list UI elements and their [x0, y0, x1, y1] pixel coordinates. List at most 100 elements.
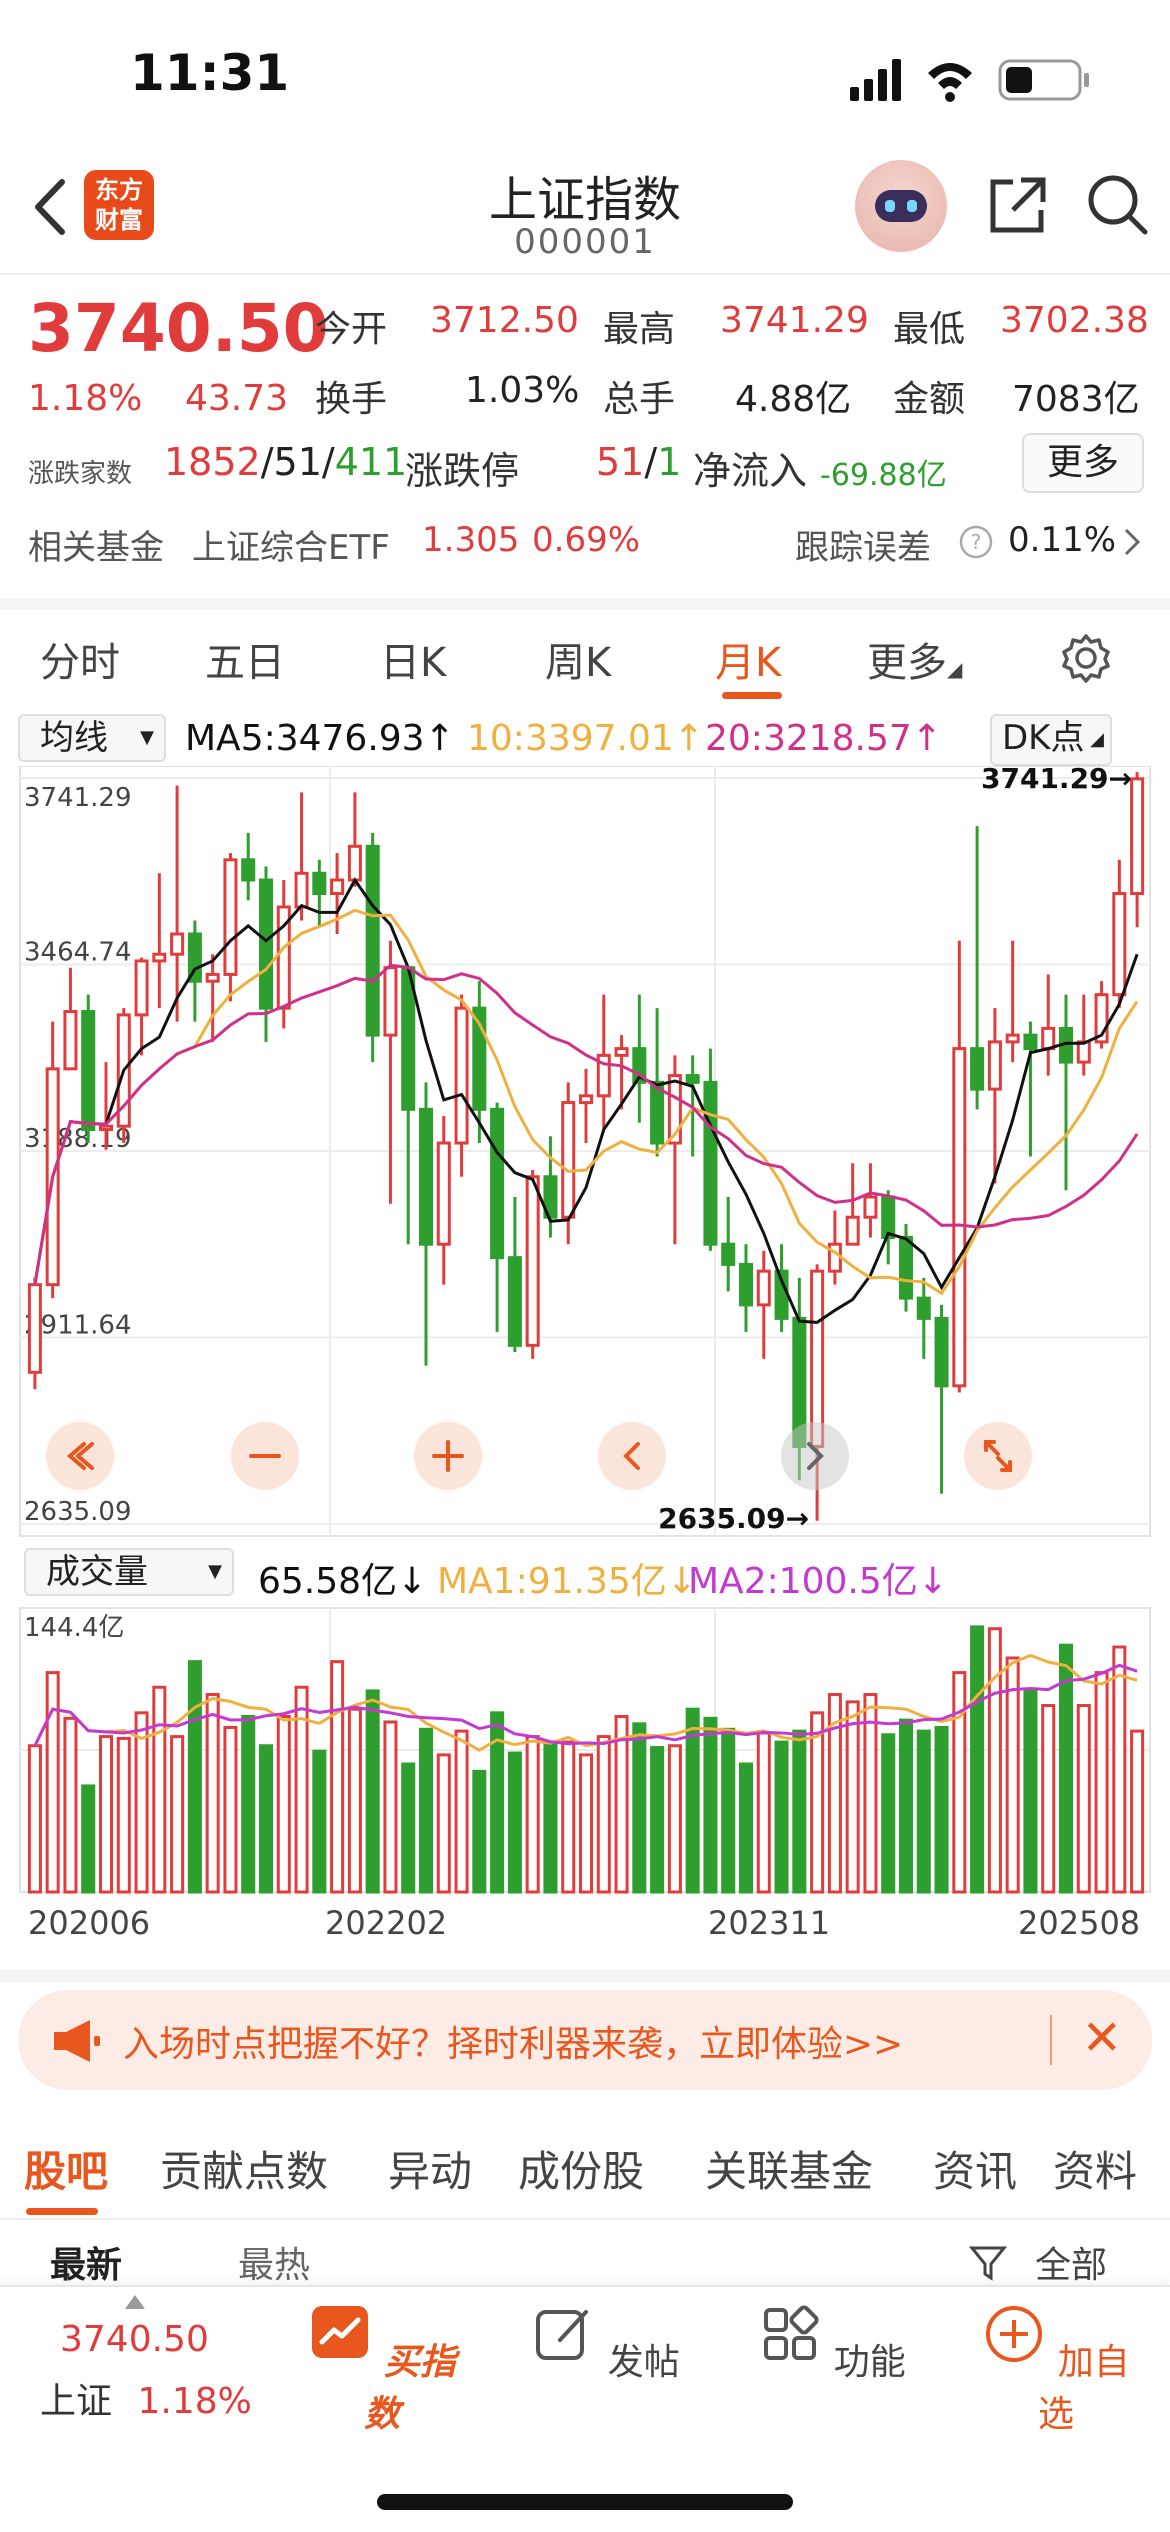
volume-bar-up: [134, 1711, 149, 1894]
volume-select[interactable]: 成交量 ▼: [24, 1548, 234, 1596]
related-fund-row[interactable]: 相关基金 上证综合ETF 1.305 0.69% 跟踪误差 ? 0.11%: [0, 508, 1170, 568]
add-watchlist-button[interactable]: 加自选: [976, 2302, 1136, 2437]
amount-value: 7083亿: [1012, 379, 1140, 420]
ma-legend-bar: 均线 ▼ MA5:3476.93↑ 10:3397.01↑ 20:3218.57…: [0, 708, 1170, 766]
sort-tabs: 最新 最热 全部: [0, 2228, 1170, 2288]
candle-up: [223, 858, 238, 976]
candlestick-chart[interactable]: 3741.29 3464.74 3188.19 2911.64 2635.09 3741.…: [0, 766, 1170, 1542]
tab-day-k[interactable]: 日K: [380, 640, 447, 686]
candle-down: [543, 1175, 558, 1219]
tab-profile[interactable]: 资料: [1053, 2147, 1138, 2196]
high-value: 3741.29: [720, 300, 869, 341]
app-logo: 东方 财富: [84, 170, 154, 240]
candle-up: [1094, 993, 1109, 1044]
function-label: 功能: [833, 2342, 906, 2383]
tab-more-label: 更多: [867, 640, 947, 686]
volume-bar-up: [614, 1714, 629, 1894]
megaphone-icon: [54, 2020, 100, 2062]
candle-up: [845, 1215, 860, 1246]
y-tick-label: 3741.29: [24, 783, 132, 813]
volume-bar-down: [401, 1762, 416, 1894]
promo-banner[interactable]: 入场时点把握不好？择时利器来袭，立即体验>> ✕: [18, 1990, 1152, 2090]
edit-icon: [536, 2310, 589, 2360]
tab-news[interactable]: 资讯: [933, 2147, 1018, 2196]
volume-bar-up: [276, 1714, 291, 1894]
share-icon[interactable]: [985, 172, 1050, 237]
tab-month-k[interactable]: 月K: [715, 640, 782, 686]
candle-up: [1005, 1033, 1020, 1044]
toolbar-index[interactable]: 上证 1.18%: [40, 2372, 252, 2424]
breadth-values: 1852/51/411: [164, 440, 407, 484]
tab-constituents[interactable]: 成份股: [518, 2147, 645, 2196]
volume-chart[interactable]: 144.4亿: [0, 1600, 1170, 1900]
volume-bar-up: [1112, 1645, 1127, 1894]
volume-bar-up: [1041, 1704, 1056, 1894]
candle-down: [1023, 1033, 1038, 1051]
buy-index-button[interactable]: 买指数: [302, 2302, 462, 2437]
sort-newest[interactable]: 最新: [50, 2245, 123, 2286]
candle-up: [525, 1175, 540, 1347]
wifi-icon: [928, 63, 972, 102]
zoom-in-icon: [432, 1440, 464, 1472]
change-pct: 1.18%: [28, 378, 143, 419]
toolbar-index-pct: 1.18%: [137, 2381, 252, 2422]
toolbar-index-name: 上证: [40, 2381, 113, 2422]
volume-bar-up: [347, 1707, 362, 1894]
tab-related-funds[interactable]: 关联基金: [705, 2147, 874, 2196]
tab-minute[interactable]: 分时: [40, 640, 120, 686]
back-icon[interactable]: [26, 172, 76, 242]
tab-five-day[interactable]: 五日: [205, 640, 285, 686]
buy-index-label: 买指数: [363, 2342, 456, 2435]
tab-movement[interactable]: 异动: [388, 2147, 473, 2196]
volume-bar-up: [152, 1685, 167, 1894]
tab-contribution[interactable]: 贡献点数: [160, 2147, 329, 2196]
add-watchlist-label: 加自选: [1037, 2342, 1130, 2435]
volume-bar-up: [383, 1720, 398, 1894]
sort-hot[interactable]: 最热: [238, 2245, 311, 2286]
volume-bar-down: [490, 1711, 505, 1894]
candle-down: [632, 1047, 647, 1084]
volume-bar-up: [45, 1671, 60, 1894]
chevron-right-icon-bg: [781, 1422, 849, 1490]
volume-label: 总手: [603, 379, 676, 420]
candle-down: [418, 1107, 434, 1246]
chevron-right-icon: [1124, 528, 1141, 556]
filter-icon[interactable]: [968, 2242, 1008, 2282]
ma-select-label: 均线: [40, 718, 108, 758]
turnover-label: 换手: [315, 379, 388, 420]
status-icons: [850, 59, 1089, 102]
ma-select[interactable]: 均线 ▼: [18, 714, 166, 762]
candle-up: [170, 932, 185, 956]
dropdown-caret-icon: ▼: [140, 727, 154, 748]
candle-up: [454, 1006, 469, 1145]
tab-guba[interactable]: 股吧: [24, 2147, 109, 2196]
candle-up: [596, 1053, 611, 1098]
promo-text: 入场时点把握不好？择时利器来袭，立即体验>>: [123, 2024, 904, 2065]
assistant-robot-icon[interactable]: [855, 160, 947, 252]
tab-more[interactable]: 更多◢: [867, 630, 962, 688]
volume-bar-down: [241, 1714, 256, 1894]
open-value: 3712.50: [430, 300, 579, 341]
dk-button[interactable]: DK点 ◢: [990, 714, 1112, 766]
limit-up: 51: [596, 440, 645, 484]
candle-up: [347, 844, 362, 882]
search-icon[interactable]: [1085, 172, 1150, 237]
candle-up: [614, 1047, 629, 1057]
x-axis-dates: 202006 202202 202311 202508: [0, 1904, 1170, 1954]
volume-legend-bar: 成交量 ▼ 65.58亿↓ MA1:91.35亿↓ MA2:100.5亿↓: [0, 1542, 1170, 1602]
help-icon[interactable]: ?: [958, 524, 994, 560]
plus-circle-icon: [986, 2306, 1043, 2362]
candle-up: [436, 1141, 451, 1246]
post-button[interactable]: 发帖: [526, 2302, 686, 2385]
tracking-error-value: 0.11%: [1008, 520, 1117, 560]
candle-down: [970, 1047, 985, 1091]
function-button[interactable]: 功能: [752, 2302, 912, 2385]
more-button[interactable]: 更多: [1022, 433, 1144, 493]
tab-week-k[interactable]: 周K: [545, 640, 612, 686]
volume-bar-up: [1005, 1656, 1020, 1894]
filter-all[interactable]: 全部: [1035, 2245, 1108, 2286]
candle-up: [987, 1040, 1002, 1091]
close-icon[interactable]: ✕: [1081, 2010, 1122, 2066]
grid-icon: [764, 2305, 819, 2360]
settings-gear-icon[interactable]: [1060, 632, 1112, 684]
